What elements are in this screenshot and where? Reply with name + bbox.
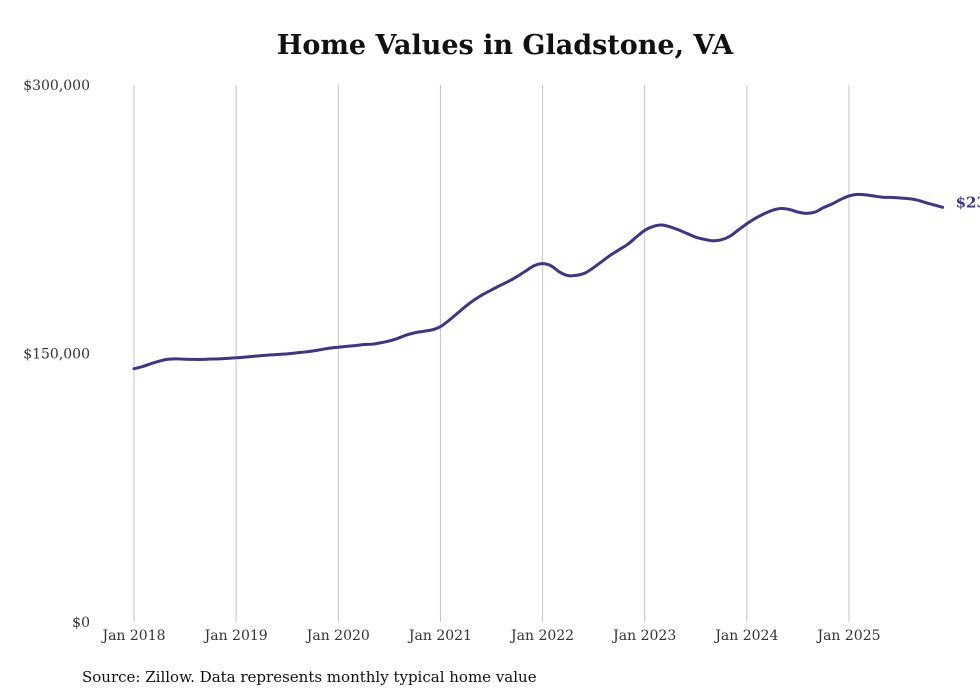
x-tick-label: Jan 2021 <box>407 628 472 644</box>
x-tick-label: Jan 2018 <box>100 628 165 644</box>
x-tick-label: Jan 2023 <box>611 628 676 644</box>
gridlines <box>133 85 850 622</box>
y-tick-label: $150,000 <box>23 347 90 363</box>
x-tick-label: Jan 2022 <box>509 628 574 644</box>
y-tick-label: $300,000 <box>23 78 90 94</box>
last-value-label: $231,639 <box>956 193 980 211</box>
series-line <box>132 192 945 371</box>
x-tick-label: Jan 2020 <box>305 628 370 644</box>
y-axis-tick-labels: $0 $150,000 $300,000 <box>23 78 90 631</box>
source-note: Source: Zillow. Data represents monthly … <box>82 668 537 686</box>
x-tick-label: Jan 2019 <box>203 628 268 644</box>
x-tick-label: Jan 2024 <box>713 628 778 644</box>
data-label-layer: $231,639 <box>956 193 980 211</box>
x-axis-tick-labels: Jan 2018 Jan 2019 Jan 2020 Jan 2021 Jan 2022… <box>100 628 880 644</box>
series-layer <box>132 192 945 371</box>
y-tick-label: $0 <box>72 615 90 631</box>
x-tick-label: Jan 2025 <box>815 628 880 644</box>
chart-title: Home Values in Gladstone, VA <box>276 30 734 61</box>
